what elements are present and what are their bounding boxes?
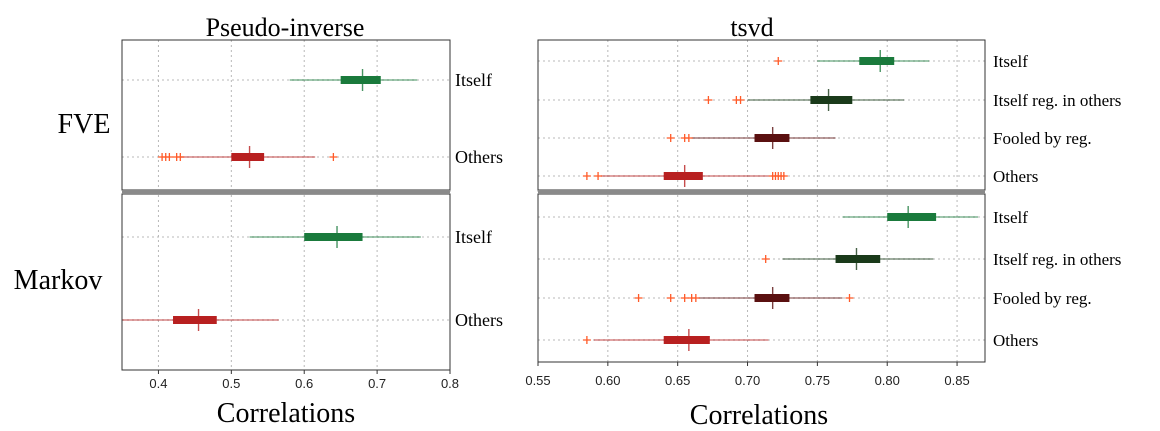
- x-tick-label: 0.80: [875, 373, 900, 388]
- outlier-point: [329, 153, 338, 161]
- left-panel: Itself Others Itself Others 0.4 0.5 0.6 0.7 0.8: [121, 39, 503, 391]
- box-others: [173, 316, 217, 324]
- box-others: [663, 172, 703, 180]
- left-xlabel: Correlations: [217, 398, 355, 429]
- outlier-point: [704, 96, 713, 104]
- series-label-fooled-by-reg: Fooled by reg.: [993, 129, 1092, 148]
- outlier-point: [582, 172, 591, 180]
- x-tick-label: 0.4: [149, 376, 167, 391]
- box-itself-reg-in-others: [835, 255, 881, 263]
- series-label-itself: Itself: [455, 70, 492, 90]
- row-divider: [538, 190, 985, 194]
- x-tick-label: 0.65: [665, 373, 690, 388]
- outlier-point: [176, 153, 185, 161]
- plot-background: [122, 40, 450, 370]
- outlier-point: [736, 96, 745, 104]
- outlier-point: [761, 255, 770, 263]
- outlier-point: [582, 336, 591, 344]
- x-tick-label: 0.8: [441, 376, 459, 391]
- left-title: Pseudo-inverse: [206, 13, 365, 42]
- box-itself: [304, 233, 363, 241]
- outlier-point: [666, 134, 675, 142]
- x-tick-label: 0.7: [368, 376, 386, 391]
- series-label-itself-reg-in-others: Itself reg. in others: [993, 91, 1121, 110]
- right-panel: Itself Itself reg. in others Fooled by reg…: [525, 39, 1121, 388]
- x-tick-label: 0.60: [595, 373, 620, 388]
- x-tick-label: 0.6: [295, 376, 313, 391]
- box-others: [663, 336, 710, 344]
- series-label-others: Others: [455, 310, 503, 330]
- series-label-itself: Itself: [993, 208, 1028, 227]
- box-itself: [340, 76, 381, 84]
- outlier-point: [691, 294, 700, 302]
- series-label-others: Others: [993, 167, 1038, 186]
- box-itself: [859, 57, 895, 65]
- x-tick-label: 0.85: [944, 373, 969, 388]
- x-tick-label: 0.75: [805, 373, 830, 388]
- series-label-fooled-by-reg: Fooled by reg.: [993, 289, 1092, 308]
- series-label-itself-reg-in-others: Itself reg. in others: [993, 250, 1121, 269]
- outlier-point: [165, 153, 174, 161]
- row-divider: [122, 190, 450, 194]
- box-others: [231, 153, 265, 161]
- series-label-itself: Itself: [993, 52, 1028, 71]
- x-tick-label: 0.55: [525, 373, 550, 388]
- outlier-point: [845, 294, 854, 302]
- series-label-others: Others: [455, 147, 503, 167]
- outlier-point: [779, 172, 788, 180]
- series-label-itself: Itself: [455, 227, 492, 247]
- box-itself: [887, 213, 937, 221]
- outlier-point: [680, 294, 689, 302]
- plot-background: [538, 40, 985, 362]
- outlier-point: [594, 172, 603, 180]
- right-title: tsvd: [730, 13, 773, 42]
- row-label-fve: FVE: [58, 109, 111, 140]
- row-label-markov: Markov: [14, 265, 103, 296]
- outlier-point: [634, 294, 643, 302]
- outlier-point: [666, 294, 675, 302]
- series-label-others: Others: [993, 331, 1038, 350]
- x-tick-label: 0.5: [222, 376, 240, 391]
- right-xlabel: Correlations: [690, 400, 828, 431]
- outlier-point: [774, 57, 783, 65]
- outlier-point: [684, 134, 693, 142]
- x-tick-label: 0.70: [735, 373, 760, 388]
- box-itself-reg-in-others: [810, 96, 853, 104]
